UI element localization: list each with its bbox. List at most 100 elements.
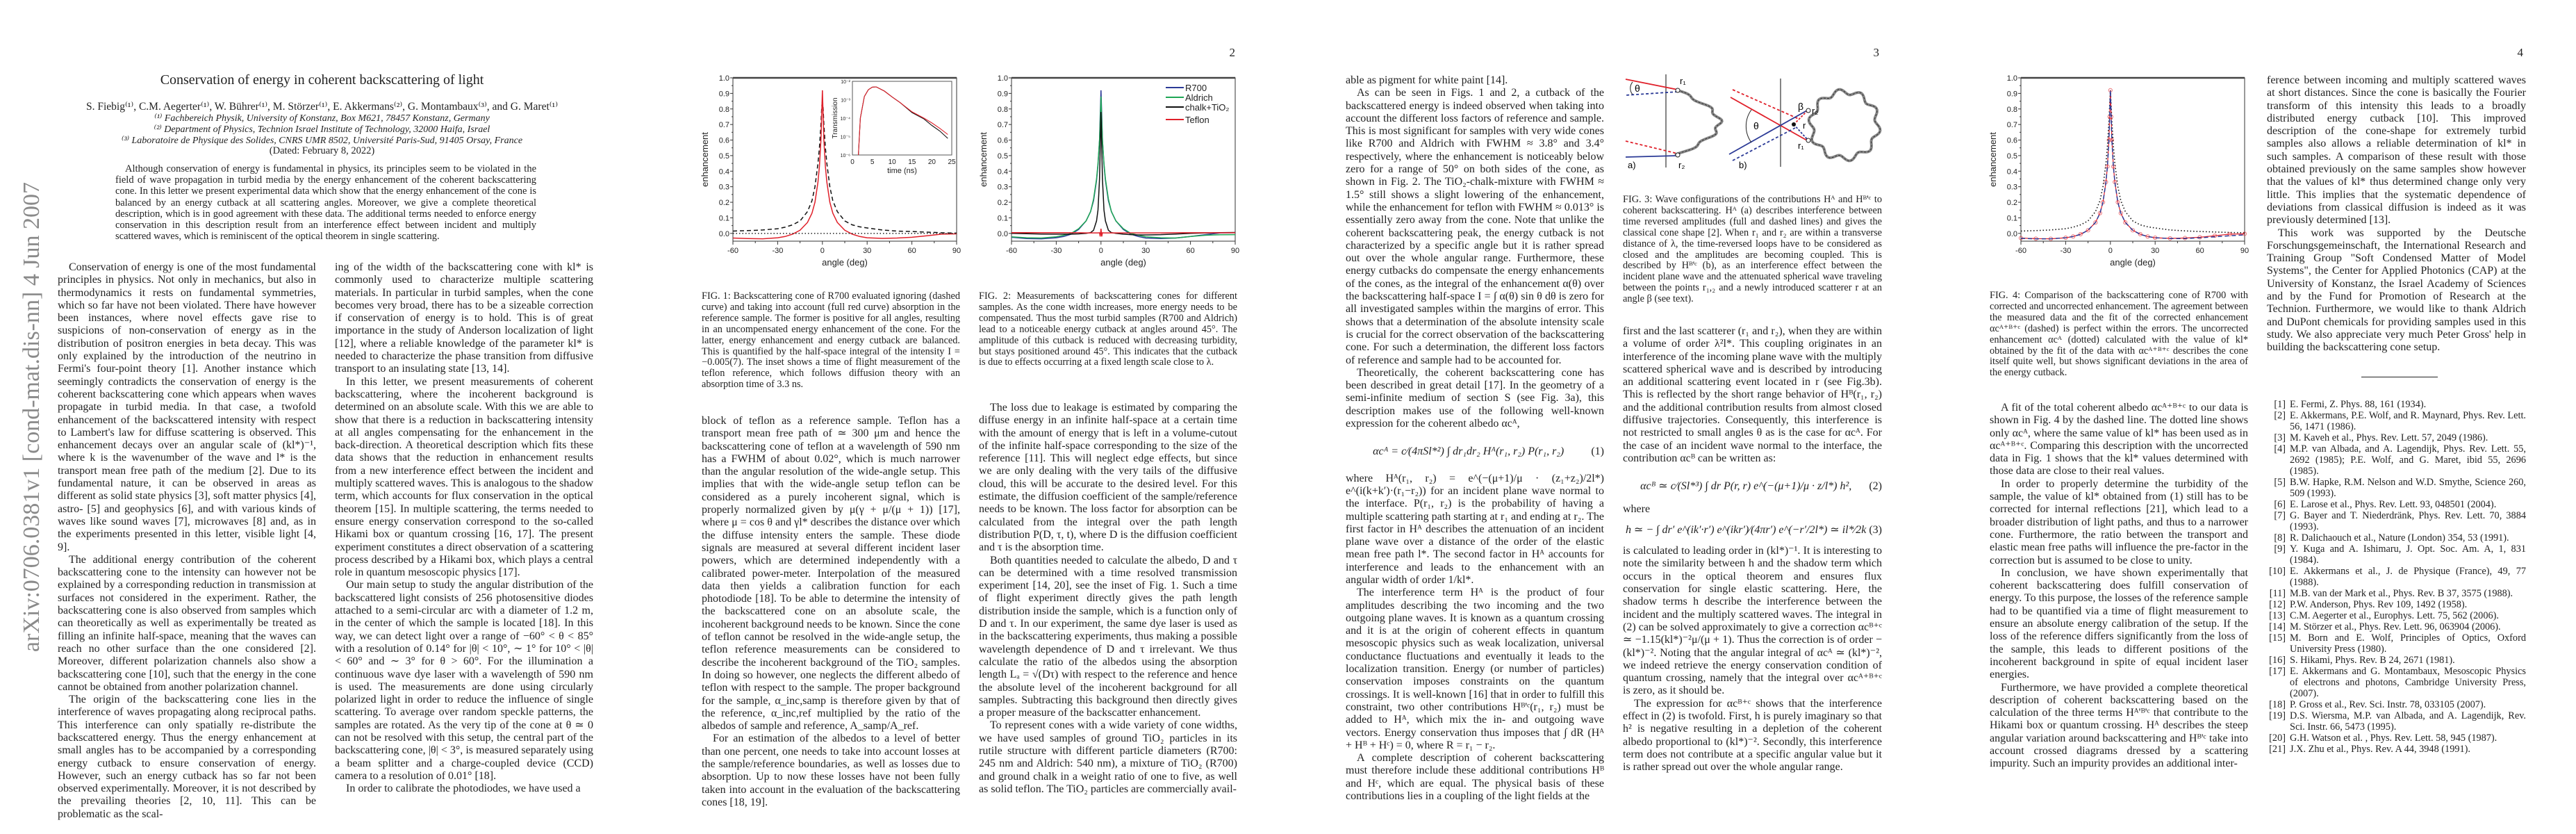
- reference-text: S. Hikami, Phys. Rev. B 24, 2671 (1981).: [2290, 655, 2455, 666]
- column-left: A fit of the total coherent albedo αcᴬ⁺ᴮ…: [1990, 402, 2248, 771]
- column-right: ference between incoming and multiply sc…: [2267, 74, 2526, 354]
- column-right: ing of the width of the backscattering c…: [335, 261, 593, 795]
- reference-text: P.W. Anderson, Phys. Rev 109, 1492 (1958…: [2290, 599, 2468, 610]
- x-tick-label: 0: [820, 247, 825, 255]
- reference-item: [11] M.B. van der Mark et al., Phys. Rev.…: [2267, 588, 2526, 599]
- reference-text: P. Gross et al., Rev. Sci. Instr. 78, 03…: [2290, 699, 2486, 710]
- reference-item: [14] M. Störzer et al., Phys. Rev. Lett. …: [2267, 621, 2526, 632]
- x-tick-label: 30: [2151, 247, 2159, 255]
- reference-text: E. Fermi, Z. Phys. 88, 161 (1934).: [2290, 399, 2427, 410]
- figure-3-diagram: θ r₁ r₂ a) θ β r₂ r r₁ b): [1625, 74, 1882, 170]
- paragraph: The interference term Hᴬ is the product …: [1346, 587, 1604, 751]
- y-tick-label: 0.4: [719, 167, 729, 176]
- reference-text: E. Larose et al., Phys. Rev. Lett. 93, 0…: [2290, 499, 2497, 510]
- plot-frame: [2020, 77, 2245, 242]
- inset-y-tick-label: 10⁻⁵: [841, 136, 850, 140]
- shadow-wave-up: [1793, 111, 1808, 125]
- paragraph: where Hᴬ(r₁, r₂) = e^(−(μ+1)/μ · (z₁+z₂)…: [1346, 472, 1604, 586]
- reference-number: [19]: [2269, 710, 2286, 721]
- figure-3-caption: FIG. 3: Wave configurations of the contr…: [1623, 194, 1882, 305]
- reference-item: [12] P.W. Anderson, Phys. Rev 109, 1492 (…: [2267, 599, 2526, 610]
- data-point: [2130, 228, 2136, 233]
- x-tick-label: 60: [907, 247, 916, 255]
- reference-text: Y. Kuga and A. Ishimaru, J. Opt. Soc. Am…: [2290, 543, 2526, 566]
- x-tick-label: -60: [2015, 247, 2026, 255]
- reference-number: [8]: [2274, 532, 2286, 543]
- abstract: Although conservation of energy is funda…: [115, 163, 536, 243]
- y-tick-label: 0.0: [719, 230, 729, 238]
- reference-number: [6]: [2274, 499, 2286, 510]
- chalk-tio--series-line: [1011, 112, 1236, 236]
- y-tick-label: 1.0: [719, 74, 729, 83]
- paragraph: To represent cones with a wide variety o…: [979, 719, 1237, 795]
- y-tick-label: 0.3: [998, 183, 1008, 192]
- column-left: able as pigment for white paint [14]. As…: [1346, 74, 1604, 803]
- paragraph: first and the last scatterer (r₁ and r₂)…: [1623, 325, 1882, 464]
- date-line: (Dated: February 8, 2022): [269, 145, 375, 156]
- reference-number: [20]: [2269, 733, 2286, 744]
- reflected-wave-dashed: [1732, 127, 1796, 161]
- r1-label: r₁: [1680, 76, 1686, 86]
- reference-item: [20] G.H. Watson et al. , Phys. Rev. Lett…: [2267, 733, 2526, 744]
- page-3: 3 able as pigment for white paint [14]. …: [1288, 0, 1932, 834]
- x-axis-label: angle (deg): [822, 257, 868, 268]
- incident-wave-dashed: [1732, 89, 1799, 120]
- legend-label: R700: [1185, 83, 1207, 93]
- reflected-wave-solid: [1625, 155, 1678, 158]
- paragraph: Our main setup to study the angular dist…: [335, 579, 593, 782]
- closed-loop-path: [1807, 88, 1882, 163]
- y-tick-label: 0.7: [998, 121, 1008, 129]
- reference-item: [15] M. Born and E. Wolf, Principles of O…: [2267, 632, 2526, 655]
- reference-number: [15]: [2269, 632, 2286, 644]
- equation-number: (2): [1869, 480, 1882, 493]
- data-point: [2078, 231, 2083, 237]
- reference-text: G.H. Watson et al. , Phys. Rev. Lett. 58…: [2290, 733, 2497, 744]
- data-point: [2242, 231, 2247, 236]
- y-tick-label: 0.9: [998, 90, 1008, 98]
- paragraph: block of teflon as a reference sample. T…: [702, 415, 960, 733]
- reference-text: M.B. van der Mark et al., Phys. Rev. B 3…: [2290, 588, 2513, 599]
- teflon-series-line: [1012, 229, 1235, 237]
- data-point: [2093, 220, 2098, 225]
- y-tick-label: 0.2: [998, 199, 1008, 207]
- y-tick-label: 0.6: [998, 137, 1008, 145]
- legend-label: Aldrich: [1185, 92, 1213, 103]
- reference-text: M. Kaveh et al., Phys. Rev. Lett. 57, 20…: [2290, 432, 2488, 443]
- data-point: [2212, 234, 2218, 238]
- inset-x-tick-label: 25: [948, 158, 956, 166]
- paper-title: Conservation of energy in coherent backs…: [160, 72, 484, 88]
- reference-item: [13] C.M. Aegerter et al., Europhys. Lett…: [2267, 610, 2526, 621]
- y-tick-label: 0.8: [998, 106, 1008, 114]
- equation-number: (1): [1591, 445, 1604, 458]
- y-tick-label: 0.8: [719, 106, 729, 114]
- y-tick-label: 1.0: [998, 74, 1008, 83]
- y-tick-label: 0.3: [719, 183, 729, 192]
- equation-1: αcᴬ = c⁄(4πSl*²) ∫ dr₁dr₂ Hᴬ(r₁, r₂) P(r…: [1346, 445, 1604, 458]
- reference-number: [9]: [2274, 543, 2286, 555]
- closed-loop-dashed: [1808, 89, 1881, 161]
- r1-label: r₁: [1798, 140, 1804, 151]
- paragraph: A fit of the total coherent albedo αcᴬ⁺ᴮ…: [1990, 402, 2248, 477]
- reference-item: [21] J.X. Zhu et al., Phys. Rev. A 44, 39…: [2267, 744, 2526, 755]
- affiliation: ⁽²⁾ Department of Physics, Technion Isra…: [154, 124, 490, 135]
- legend-label: Teflon: [1185, 115, 1209, 125]
- reflected-wave-dashed: [1625, 91, 1678, 96]
- r2-label: r₂: [1678, 160, 1685, 170]
- paragraph: The loss due to leakage is estimated by …: [979, 402, 1237, 554]
- inset-x-tick-label: 0: [850, 158, 854, 166]
- arxiv-stamp: arXiv:0706.0381v1 [cond-mat.dis-nn] 4 Ju…: [15, 177, 49, 657]
- inset-frame: [852, 81, 952, 156]
- reflected-wave-solid: [1728, 110, 1808, 155]
- x-tick-label: 30: [863, 247, 871, 255]
- scatterer-r1: [1675, 88, 1681, 93]
- reference-number: [1]: [2274, 399, 2286, 410]
- y-tick-label: 0.2: [2007, 199, 2017, 207]
- equation-3: h ≃ − ∫ dr′ e^(ik′·r′) e^(ikr′)⁄(4πr′) e…: [1623, 524, 1882, 537]
- y-tick-label: 0.5: [2007, 152, 2017, 161]
- affiliation: ⁽³⁾ Laboratoire de Physique des Solides,…: [121, 136, 523, 146]
- equation-body: αcᴬ = c⁄(4πSl*²) ∫ dr₁dr₂ Hᴬ(r₁, r₂) P(r…: [1373, 445, 1564, 458]
- reference-text: M. Born and E. Wolf, Principles of Optic…: [2290, 632, 2526, 655]
- inset-y-tick-label: 10⁻²: [841, 80, 850, 85]
- reference-text: E. Akkermans, P.E. Wolf, and R. Maynard,…: [2290, 410, 2526, 432]
- scatterer-r2: [1675, 152, 1681, 158]
